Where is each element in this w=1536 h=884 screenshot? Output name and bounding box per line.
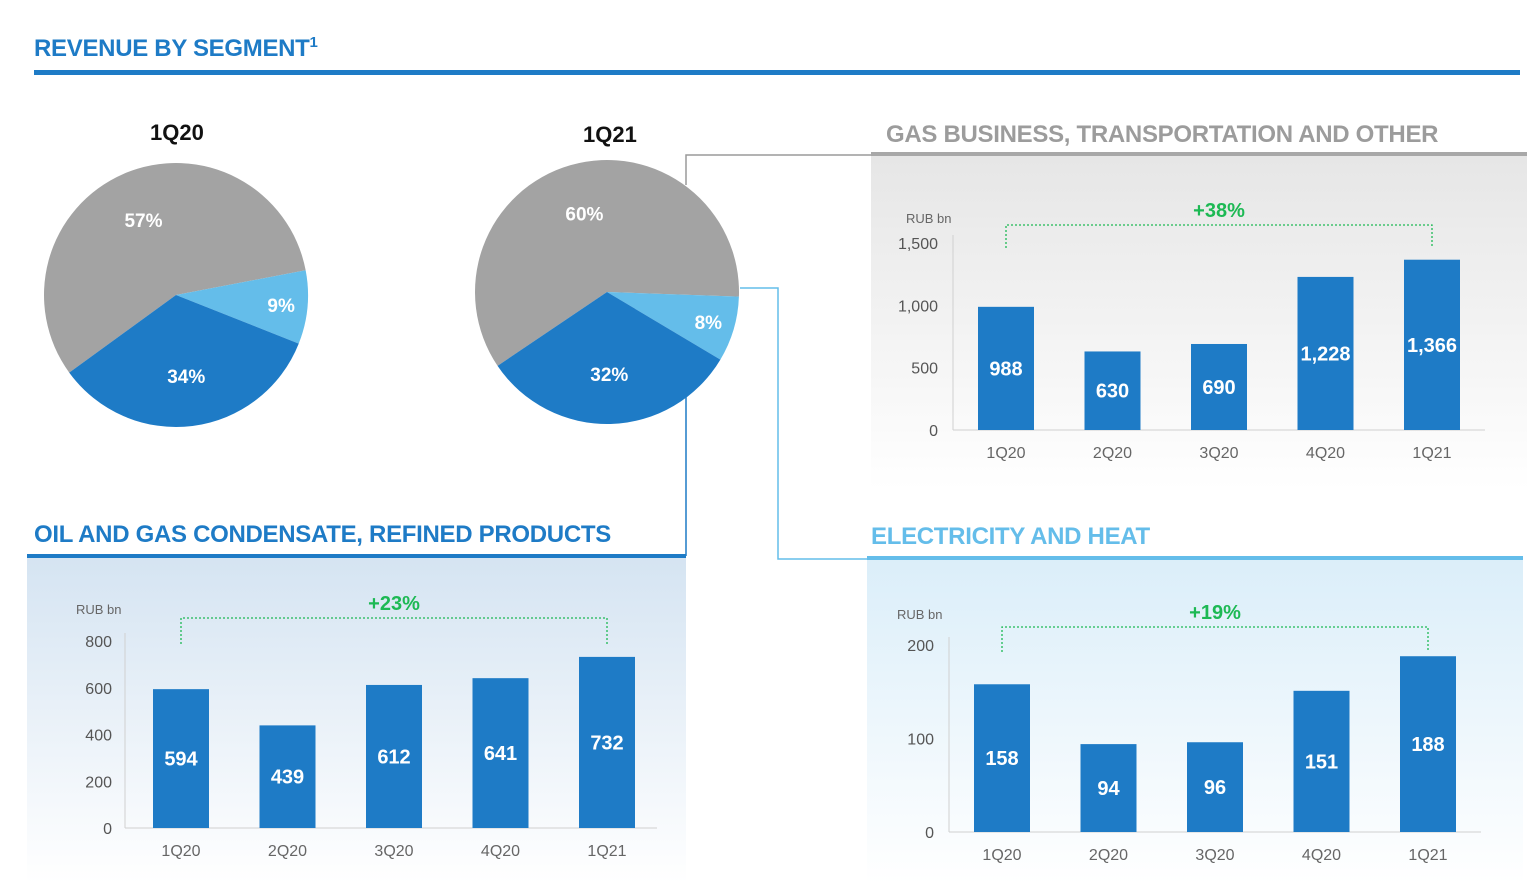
electricity-value-label-2q20: 94 [1097,778,1120,800]
electricity-category-1q20: 1Q20 [982,847,1021,864]
electricity-unit-label: RUB bn [897,607,943,622]
electricity-ytick-0: 0 [925,825,934,842]
electricity-panel-rule [867,556,1523,560]
gas-ytick-1: 500 [911,361,938,378]
gas-growth-label: +38% [1193,200,1245,222]
gas-category-3q20: 3Q20 [1199,445,1238,462]
gas-bar-3q20 [1191,343,1247,430]
gas-value-label-1q21: 1,366 [1407,335,1457,357]
electricity-bar-2q20 [1080,744,1137,832]
oil-bar-4q20 [472,678,529,828]
pie-1q21-slice-1 [475,160,739,366]
electricity-value-label-1q21: 188 [1411,734,1444,756]
oil-bar-1q21 [579,656,635,828]
oil-unit-label: RUB bn [76,602,122,617]
gas-ytick-2: 1,000 [898,298,938,315]
pie-chart-1q21: 60% 8% 32% [475,160,739,425]
oil-category-2q20: 2Q20 [268,843,307,860]
gas-value-label-1q20: 988 [989,358,1022,380]
electricity-bar-chart: RUB bn 0 100 200 158 1Q20 94 2Q20 96 3Q20 151 4Q20 1… [897,602,1481,864]
oil-bar-2q20 [259,725,316,828]
electricity-bar-4q20 [1293,690,1350,832]
gas-value-label-3q20: 690 [1202,377,1235,399]
electricity-category-4q20: 4Q20 [1302,847,1341,864]
pie-chart-1q20: 57% 9% 34% [44,163,309,427]
oil-ytick-2: 400 [85,728,112,745]
oil-category-1q20: 1Q20 [161,843,200,860]
gas-bar-1q20 [978,306,1034,430]
gas-category-2q20: 2Q20 [1093,445,1132,462]
gas-value-label-2q20: 630 [1096,381,1129,403]
oil-category-3q20: 3Q20 [374,843,413,860]
oil-value-label-1q21: 732 [590,732,623,754]
oil-value-label-4q20: 641 [484,743,517,765]
electricity-category-1q21: 1Q21 [1408,847,1447,864]
oil-growth-bracket [180,617,608,644]
oil-ytick-4: 800 [85,634,112,651]
pie-1q21-label-2: 8% [695,313,723,334]
slide-title: REVENUE BY SEGMENT1 [34,34,318,62]
gas-panel-title: GAS BUSINESS, TRANSPORTATION AND OTHER [886,121,1439,148]
oil-value-label-2q20: 439 [271,767,304,789]
electricity-category-3q20: 3Q20 [1195,847,1234,864]
oil-value-label-1q20: 594 [164,749,198,771]
gas-category-1q20: 1Q20 [986,445,1025,462]
gas-bar-4q20 [1297,276,1354,430]
gas-category-1q21: 1Q21 [1412,445,1451,462]
oil-ytick-1: 200 [85,774,112,791]
oil-bar-1q20 [153,689,209,828]
oil-ytick-3: 600 [85,681,112,698]
gas-bar-2q20 [1084,351,1141,430]
electricity-value-label-1q20: 158 [985,748,1018,770]
oil-category-1q21: 1Q21 [587,843,626,860]
oil-panel-title: OIL AND GAS CONDENSATE, REFINED PRODUCTS [34,521,611,548]
gas-growth-bracket [1005,224,1433,248]
electricity-value-label-3q20: 96 [1204,777,1226,799]
electricity-ytick-2: 200 [907,638,934,655]
pie-1q21-label-3: 32% [590,365,628,386]
oil-bar-chart: RUB bn 0 200 400 600 800 594 1Q20 439 2Q20 612 3Q20… [76,593,657,860]
pie-1q20-label-2: 9% [267,296,295,317]
oil-panel-rule [27,554,686,558]
oil-category-4q20: 4Q20 [481,843,520,860]
pie-1q21-slice-3 [497,292,721,425]
oil-ytick-0: 0 [103,821,112,838]
electricity-panel-title: ELECTRICITY AND HEAT [871,523,1150,550]
pie-1q20-slice-2 [176,270,309,344]
gas-bar-1q21 [1404,259,1460,430]
pie-1q20-slice-1 [44,163,306,373]
pie-1q20-label-1: 57% [124,211,162,232]
electricity-bar-1q21 [1400,656,1456,832]
electricity-growth-label: +19% [1189,602,1241,624]
electricity-growth-bracket [1001,626,1429,652]
oil-growth-label: +23% [368,593,420,615]
gas-ytick-0: 0 [929,423,938,440]
electricity-bar-1q20 [974,684,1030,832]
gas-ytick-3: 1,500 [898,236,938,253]
electricity-panel: RUB bn 0 100 200 158 1Q20 94 2Q20 96 3Q20 151 4Q20 1… [867,560,1523,884]
oil-value-label-3q20: 612 [377,746,410,768]
gas-category-4q20: 4Q20 [1306,445,1345,462]
oil-panel: RUB bn 0 200 400 600 800 594 1Q20 439 2Q20 612 3Q20… [27,558,686,884]
electricity-category-2q20: 2Q20 [1089,847,1128,864]
gas-panel: RUB bn 0 500 1,000 1,500 988 1Q20 630 2Q20 690 3Q2… [871,156,1527,490]
title-rule [34,70,1520,75]
pie-1q20-label-3: 34% [167,367,205,388]
gas-panel-rule [871,152,1527,156]
gas-unit-label: RUB bn [906,211,952,226]
gas-bar-chart: RUB bn 0 500 1,000 1,500 988 1Q20 630 2Q20 690 3Q2… [898,200,1485,462]
pie-1q21-slice-2 [607,292,739,360]
pie-1q21-label-1: 60% [565,204,603,225]
electricity-ytick-1: 100 [907,732,934,749]
pie-1q20-title: 1Q20 [150,120,204,145]
electricity-value-label-4q20: 151 [1305,751,1338,773]
pie-1q20-slice-3 [69,295,299,427]
oil-bar-3q20 [366,684,422,828]
pie-1q21-title: 1Q21 [583,122,637,147]
gas-value-label-4q20: 1,228 [1300,343,1350,365]
electricity-bar-3q20 [1187,742,1243,832]
title-footnote-mark: 1 [309,34,318,51]
